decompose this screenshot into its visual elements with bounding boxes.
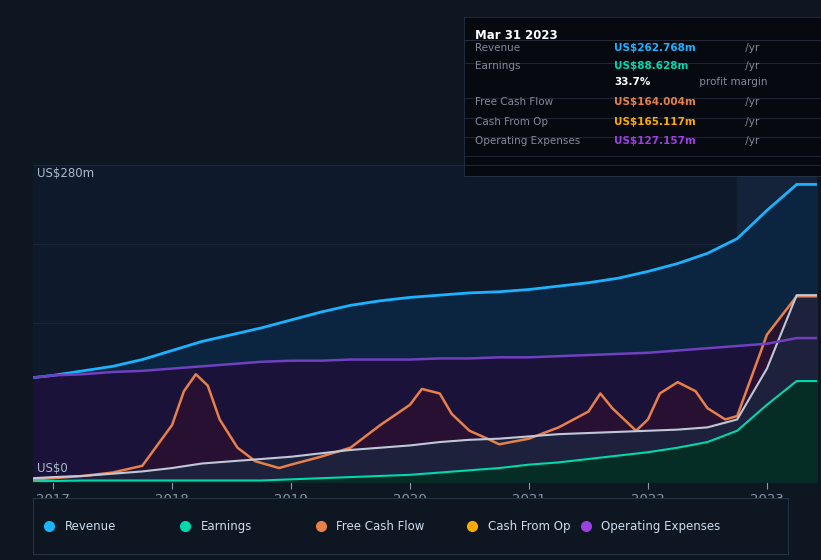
Text: US$164.004m: US$164.004m (614, 97, 695, 108)
Text: US$0: US$0 (37, 462, 67, 475)
Text: Free Cash Flow: Free Cash Flow (337, 520, 424, 533)
Text: Revenue: Revenue (65, 520, 116, 533)
Text: Operating Expenses: Operating Expenses (475, 136, 580, 146)
Text: Earnings: Earnings (475, 62, 520, 72)
Text: /yr: /yr (742, 62, 759, 72)
Text: Operating Expenses: Operating Expenses (601, 520, 720, 533)
Text: /yr: /yr (742, 43, 759, 53)
Text: US$127.157m: US$127.157m (614, 136, 695, 146)
Text: Earnings: Earnings (200, 520, 252, 533)
Text: profit margin: profit margin (696, 77, 768, 87)
Text: US$165.117m: US$165.117m (614, 116, 695, 127)
Text: 33.7%: 33.7% (614, 77, 650, 87)
Text: Mar 31 2023: Mar 31 2023 (475, 29, 557, 42)
Text: US$88.628m: US$88.628m (614, 62, 688, 72)
Text: US$280m: US$280m (37, 167, 94, 180)
Text: /yr: /yr (742, 97, 759, 108)
Text: Revenue: Revenue (475, 43, 520, 53)
Text: Cash From Op: Cash From Op (475, 116, 548, 127)
Bar (737, 165, 817, 482)
Text: Free Cash Flow: Free Cash Flow (475, 97, 553, 108)
Text: /yr: /yr (742, 116, 759, 127)
Text: US$262.768m: US$262.768m (614, 43, 695, 53)
Text: /yr: /yr (742, 136, 759, 146)
Text: Cash From Op: Cash From Op (488, 520, 570, 533)
